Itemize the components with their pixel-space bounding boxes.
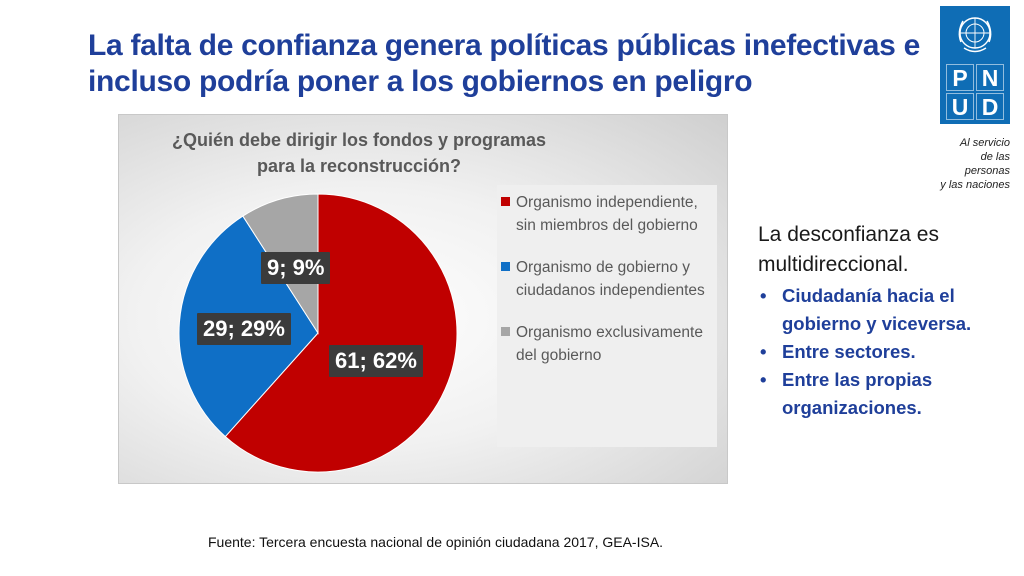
legend-swatch <box>501 327 510 336</box>
legend-item: Organismo exclusivamente del gobierno <box>501 321 715 367</box>
logo-letter: N <box>976 64 1004 91</box>
pie-chart <box>178 193 458 473</box>
logo-letter: D <box>976 93 1004 120</box>
legend-swatch <box>501 262 510 271</box>
legend-swatch <box>501 197 510 206</box>
pie-slice-1 <box>224 193 458 473</box>
side-text: La desconfianza es multidireccional. Ciu… <box>758 220 998 422</box>
side-bullet: Entre las propias organizaciones. <box>758 366 998 422</box>
chart-title: ¿Quién debe dirigir los fondos y program… <box>171 130 547 176</box>
legend-item: Organismo de gobierno y ciudadanos indep… <box>501 256 715 302</box>
legend-label: Organismo exclusivamente del gobierno <box>516 324 703 364</box>
side-bullet-list: Ciudadanía hacia el gobierno y viceversa… <box>758 282 998 422</box>
pnud-logo: P N U D Al servicio de las personas y la… <box>940 6 1010 192</box>
logo-letters: P N U D <box>946 64 1004 120</box>
logo-box: P N U D <box>940 6 1010 124</box>
logo-letter: U <box>946 93 974 120</box>
chart-legend: Organismo independiente, sin miembros de… <box>497 185 717 447</box>
legend-label: Organismo independiente, sin miembros de… <box>516 194 698 234</box>
data-label-slice-2: 29; 29% <box>197 313 291 345</box>
legend-label: Organismo de gobierno y ciudadanos indep… <box>516 259 705 299</box>
side-intro: La desconfianza es multidireccional. <box>758 223 939 276</box>
slide-title: La falta de confianza genera políticas p… <box>88 29 920 98</box>
legend-item: Organismo independiente, sin miembros de… <box>501 191 715 237</box>
side-bullet: Entre sectores. <box>758 338 998 366</box>
un-emblem-icon <box>958 17 992 53</box>
data-label-slice-1: 61; 62% <box>329 345 423 377</box>
logo-tagline: Al servicio de las personas y las nacion… <box>940 137 1010 191</box>
source-note: Fuente: Tercera encuesta nacional de opi… <box>208 534 664 550</box>
side-bullet: Ciudadanía hacia el gobierno y viceversa… <box>758 282 998 338</box>
logo-letter: P <box>946 64 974 91</box>
data-label-slice-3: 9; 9% <box>261 252 331 284</box>
chart-panel: ¿Quién debe dirigir los fondos y program… <box>118 114 728 484</box>
